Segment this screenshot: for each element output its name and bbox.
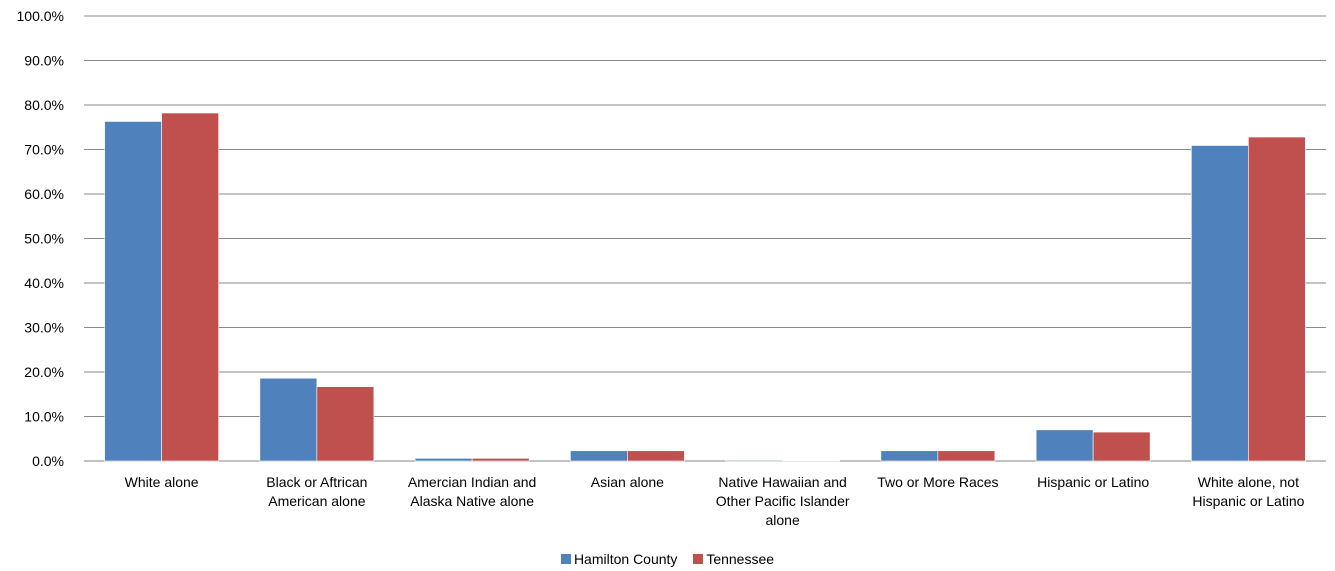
y-tick-label: 80.0% [24,97,64,113]
bar-hamilton-county [1191,145,1249,462]
bar-hamilton-county [1035,429,1094,462]
bar-tennessee [161,112,219,462]
bar-tennessee [1248,136,1306,462]
bar-tennessee [937,450,996,462]
legend-swatch [693,554,704,564]
bar-hamilton-county [880,450,939,462]
legend-item-1: Tennessee [693,551,774,567]
bar-tennessee [316,386,375,462]
legend-swatch [560,554,571,564]
bar-tennessee [627,450,685,462]
bar-hamilton-county [104,121,162,462]
legend-label: Tennessee [706,551,775,567]
y-tick-label: 40.0% [24,275,64,291]
x-tick-label: Two or More Races [877,474,998,490]
bar-hamilton-county [725,459,783,462]
legend-item-0: Hamilton County [560,551,678,567]
x-tick-label: Native Hawaiian and Other Pacific Islande… [716,474,850,528]
x-tick-label: White alone [125,474,199,490]
bar-hamilton-county [570,450,628,462]
x-tick-label: Amercian Indian and Alaska Native alone [408,474,536,509]
y-tick-label: 100.0% [17,8,64,24]
y-tick-label: 10.0% [24,409,64,425]
x-tick-label: White alone, not Hispanic or Latino [1192,474,1304,509]
bar-hamilton-county [259,377,318,462]
bar-chart-plot: 0.0% 10.0% 20.0% 30.0% 40.0% 50.0% 60.0% 70.0% 8… [17,8,1326,528]
bar-tennessee [1092,431,1151,462]
bar-tennessee [471,458,530,462]
x-tick-label: Hispanic or Latino [1037,474,1149,490]
y-tick-label: 70.0% [24,142,64,158]
y-tick-label: 20.0% [24,364,64,380]
y-tick-label: 60.0% [24,186,64,202]
y-tick-label: 30.0% [24,320,64,336]
bar-hamilton-county [414,458,473,462]
y-tick-label: 50.0% [24,231,64,247]
y-tick-label: 0.0% [32,453,64,469]
chart-legend: Hamilton County Tennessee [0,551,1335,567]
legend-label: Hamilton County [573,551,678,567]
x-tick-label: Asian alone [591,474,664,490]
x-tick-label: Black or Aftrican American alone [266,474,367,509]
y-tick-label: 90.0% [24,53,64,69]
